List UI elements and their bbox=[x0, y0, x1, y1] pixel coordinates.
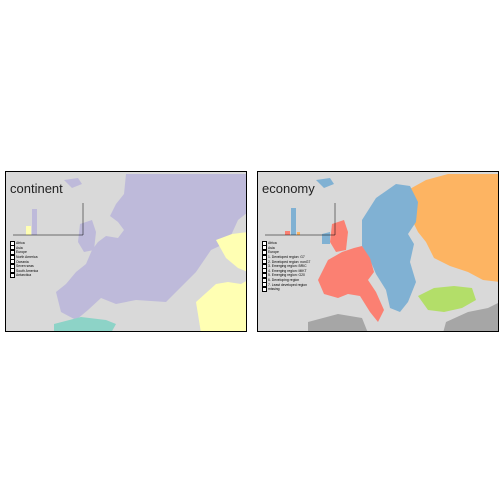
panel-title: economy bbox=[262, 181, 315, 196]
legend-item: Africa bbox=[262, 240, 310, 246]
legend-item: 6. Developing region bbox=[262, 277, 310, 283]
legend-label: 2. Developed region: nonG7 bbox=[268, 259, 311, 264]
legend-label: North America bbox=[16, 255, 38, 260]
legend-swatch bbox=[10, 268, 15, 274]
scandinavia bbox=[128, 182, 172, 232]
histogram-bar bbox=[32, 209, 37, 235]
legend-swatch bbox=[10, 259, 15, 265]
map-economy bbox=[258, 172, 498, 331]
legend-item: 4. Emerging region: MIKT bbox=[262, 268, 310, 274]
legend-item: Africa bbox=[10, 240, 38, 246]
legend-label: Asia bbox=[268, 245, 275, 250]
legend-item: North America bbox=[10, 254, 38, 260]
legend-item: Oceania bbox=[10, 259, 38, 265]
legend-item: missing bbox=[262, 286, 310, 292]
turkey-region bbox=[418, 286, 476, 312]
legend-label: Africa bbox=[268, 241, 277, 246]
legend-label: Oceania bbox=[16, 259, 29, 264]
legend-item: Europe bbox=[262, 249, 310, 255]
other-region bbox=[308, 314, 368, 331]
histogram-bar bbox=[285, 231, 290, 235]
legend-label: 3. Emerging region: BRIC bbox=[268, 264, 307, 269]
legend-swatch bbox=[262, 286, 267, 292]
legend-label: Asia bbox=[16, 245, 23, 250]
north-africa bbox=[54, 317, 116, 331]
other-region bbox=[443, 303, 498, 331]
europe-landmass bbox=[56, 174, 246, 320]
legend-swatch bbox=[262, 249, 267, 255]
legend-swatch bbox=[10, 263, 15, 269]
legend-swatch bbox=[262, 277, 267, 283]
histogram-bar bbox=[297, 232, 300, 235]
panel-title: continent bbox=[10, 181, 63, 196]
legend-item: Asia bbox=[10, 245, 38, 251]
map-panel-continent: continent Africa Asia Europe North Ameri… bbox=[5, 171, 247, 332]
legend: Africa Asia Europe 1. Developed region: … bbox=[262, 240, 311, 292]
legend-swatch bbox=[10, 249, 15, 255]
legend-histogram bbox=[13, 203, 84, 236]
legend-swatch bbox=[262, 263, 267, 269]
legend-item: Antarctica bbox=[10, 272, 38, 278]
british-isles bbox=[330, 220, 348, 252]
legend-item: Asia bbox=[262, 245, 310, 251]
legend-swatch bbox=[262, 254, 267, 260]
histogram-bar bbox=[26, 226, 31, 235]
legend-item: 3. Emerging region: BRIC bbox=[262, 263, 310, 269]
emerging-region bbox=[362, 184, 418, 312]
legend-label: 7. Least developed region bbox=[268, 282, 308, 287]
iceland bbox=[316, 178, 334, 188]
british-isles bbox=[78, 220, 96, 252]
middle-east bbox=[216, 232, 246, 272]
legend: Africa Asia Europe North America Oceania… bbox=[10, 240, 39, 278]
legend-swatch bbox=[262, 245, 267, 251]
legend-item: 2. Developed region: nonG7 bbox=[262, 259, 311, 265]
legend-swatch bbox=[262, 282, 267, 288]
legend-swatch bbox=[262, 272, 267, 278]
africa-landmass bbox=[196, 281, 246, 331]
legend-swatch bbox=[10, 240, 15, 246]
legend-item: 1. Developed region: G7 bbox=[262, 254, 310, 260]
legend-label: 5. Emerging region: G20 bbox=[268, 273, 305, 278]
map-panel-economy: economy Africa Asia Europe 1. Developed … bbox=[257, 171, 499, 332]
legend-item: 5. Emerging region: G20 bbox=[262, 272, 310, 278]
legend-label: 1. Developed region: G7 bbox=[268, 255, 305, 260]
legend-swatch bbox=[262, 259, 267, 265]
legend-label: Europe bbox=[268, 250, 279, 255]
map-continent bbox=[6, 172, 246, 331]
legend-label: South America bbox=[16, 268, 39, 273]
legend-swatch bbox=[262, 240, 267, 246]
advanced-region bbox=[318, 246, 384, 322]
russia-region bbox=[408, 174, 498, 282]
legend-item: Europe bbox=[10, 249, 38, 255]
histogram-bar bbox=[291, 208, 296, 235]
legend-label: Africa bbox=[16, 241, 25, 246]
iceland bbox=[64, 178, 82, 188]
legend-swatch bbox=[10, 272, 15, 278]
legend-label: missing bbox=[268, 287, 280, 292]
legend-label: 6. Developing region bbox=[268, 278, 300, 283]
legend-item: Seven seas bbox=[10, 263, 38, 269]
legend-label: Europe bbox=[16, 250, 27, 255]
legend-swatch bbox=[262, 268, 267, 274]
legend-item: South America bbox=[10, 268, 39, 274]
legend-label: Antarctica bbox=[16, 273, 32, 278]
legend-item: 7. Least developed region bbox=[262, 282, 310, 288]
legend-swatch bbox=[10, 254, 15, 260]
legend-swatch bbox=[10, 245, 15, 251]
legend-histogram bbox=[265, 203, 336, 236]
legend-label: 4. Emerging region: MIKT bbox=[268, 268, 307, 273]
legend-label: Seven seas bbox=[16, 264, 34, 269]
